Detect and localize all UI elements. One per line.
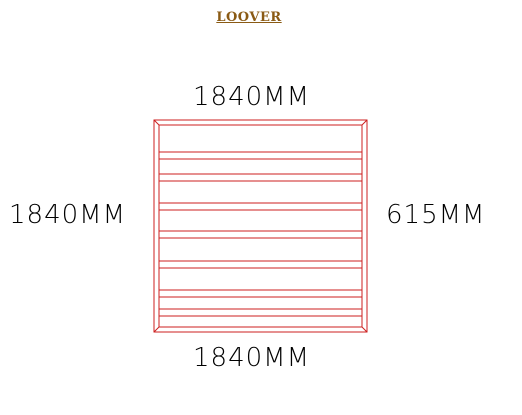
drawing-title: LOOVER <box>216 10 282 25</box>
frame-corner-line <box>153 119 160 126</box>
right-dimension-label: 615MM <box>386 200 486 230</box>
frame-corner-line <box>361 119 368 126</box>
bottom-dimension-label: 1840MM <box>193 343 311 373</box>
frame-corner-line <box>361 326 368 333</box>
frame-corner-line <box>153 326 160 333</box>
louver-outer-frame <box>153 119 368 333</box>
left-dimension-label: 1840MM <box>9 200 127 230</box>
louver-inner-frame <box>158 124 363 328</box>
louver-slats <box>159 151 362 317</box>
top-dimension-label: 1840MM <box>193 82 311 112</box>
